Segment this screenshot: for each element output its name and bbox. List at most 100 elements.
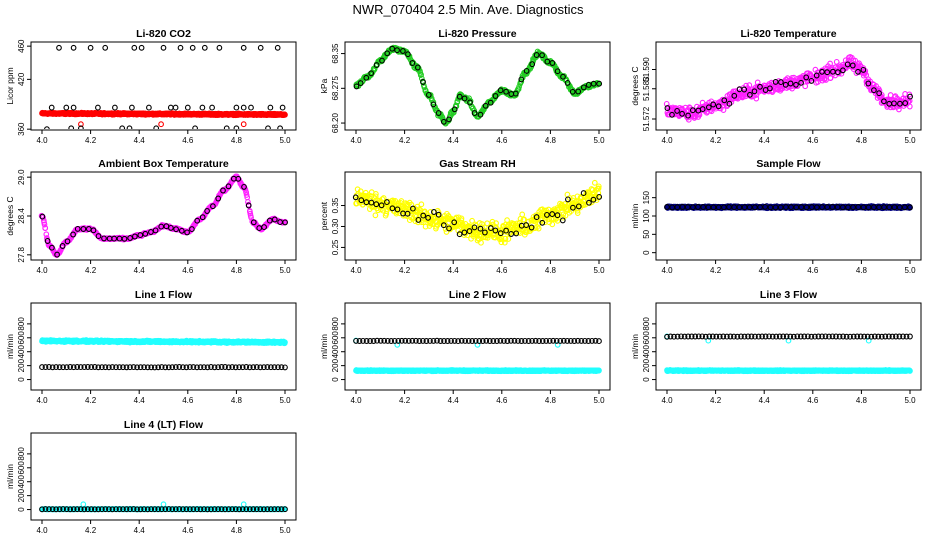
data-point [715, 204, 722, 211]
x-tick-label: 4.4 [134, 396, 146, 405]
plot-area [39, 44, 288, 129]
data-point [751, 88, 758, 95]
data-point [245, 202, 252, 209]
data-point [575, 88, 582, 95]
data-point [240, 104, 247, 111]
data-point [814, 204, 820, 211]
data-point [695, 204, 701, 210]
y-tick-label: 150 [642, 190, 651, 204]
data-point [41, 221, 48, 228]
data-point [215, 364, 221, 371]
data-point [907, 204, 913, 211]
data-point [715, 103, 722, 110]
x-tick-label: 4.2 [399, 266, 411, 275]
data-point [204, 364, 211, 371]
data-point [839, 204, 846, 211]
panel-title: Li-820 CO2 [136, 28, 191, 40]
data-point [373, 191, 379, 197]
data-point [102, 364, 109, 371]
data-point [772, 78, 779, 85]
data-point [459, 221, 466, 228]
panel-title: Li-820 Temperature [740, 28, 836, 40]
data-point [141, 364, 147, 371]
data-point [405, 51, 411, 58]
data-point [418, 71, 424, 78]
data-point [119, 125, 126, 129]
y-tick-label: 0.35 [331, 197, 340, 213]
data-point [585, 81, 592, 88]
data-point [130, 364, 137, 371]
data-point [56, 44, 62, 51]
data-point [425, 91, 432, 98]
data-point [803, 74, 810, 81]
data-point [250, 219, 257, 226]
data-point [425, 214, 431, 221]
data-point [189, 226, 195, 233]
data-point [59, 243, 66, 249]
data-point [829, 204, 836, 210]
data-point [664, 204, 670, 210]
data-point [736, 204, 743, 211]
data-point [194, 364, 200, 371]
data-point [539, 219, 546, 226]
y-tick-label: 600 [17, 331, 26, 345]
y-tick-label: 51.590 [642, 57, 651, 82]
data-point [277, 125, 283, 129]
data-point [907, 93, 913, 100]
data-point [679, 204, 686, 210]
data-point [906, 103, 913, 110]
y-tick-label: 600 [331, 331, 340, 345]
y-tick-label: 50 [642, 229, 651, 238]
y-tick-label: 400 [331, 345, 340, 359]
data-point [95, 233, 102, 240]
data-point [528, 224, 535, 231]
data-point [505, 235, 512, 242]
data-point [248, 104, 254, 111]
data-point [834, 69, 841, 76]
plot-area [664, 203, 913, 212]
data-point [172, 104, 179, 111]
data-point [126, 125, 133, 129]
y-tick-label: 0 [331, 377, 340, 382]
x-tick-label: 4.8 [545, 266, 557, 275]
data-point [876, 90, 882, 97]
y-axis-label: kPa [319, 78, 329, 93]
data-point [415, 216, 422, 223]
data-point [591, 179, 598, 186]
data-point [199, 104, 206, 111]
y-tick-label: 200 [17, 358, 26, 372]
data-point [710, 101, 717, 108]
data-point [418, 75, 425, 82]
data-point [565, 196, 571, 203]
y-tick-label: 420 [17, 72, 26, 86]
plot-area [39, 337, 288, 371]
data-point [243, 364, 250, 370]
data-point [471, 110, 478, 117]
data-point [168, 224, 174, 231]
x-tick-label: 5.0 [279, 266, 291, 275]
data-point [482, 229, 488, 236]
data-point [46, 364, 52, 370]
data-point [674, 204, 681, 211]
data-point [146, 104, 152, 111]
data-point [580, 190, 587, 197]
data-point [699, 106, 706, 113]
x-tick-label: 4.8 [856, 266, 868, 275]
data-point [48, 104, 55, 111]
data-point [184, 229, 190, 236]
data-point [404, 210, 411, 217]
data-point [353, 83, 360, 90]
x-tick-label: 4.0 [661, 266, 673, 275]
data-point [502, 235, 509, 242]
x-tick-label: 4.8 [856, 136, 868, 145]
plot-frame [655, 171, 922, 261]
data-point [158, 223, 165, 230]
data-point [685, 116, 692, 123]
y-tick-label: 51.572 [642, 106, 651, 131]
data-point [246, 364, 253, 371]
data-point [372, 212, 379, 219]
data-point [190, 364, 197, 371]
data-point [39, 213, 46, 220]
data-point [575, 203, 582, 210]
